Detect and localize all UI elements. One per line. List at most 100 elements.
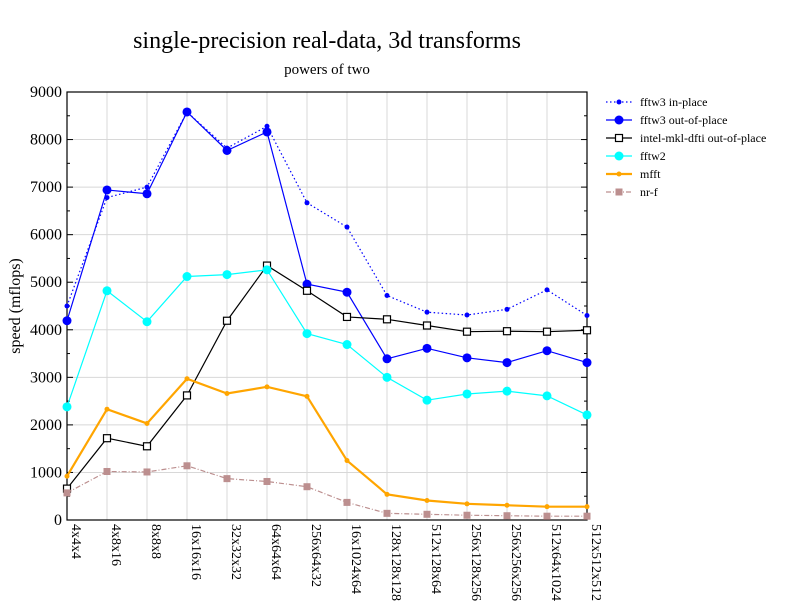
data-point xyxy=(262,265,272,275)
y-tick-label: 7000 xyxy=(30,179,62,196)
data-point xyxy=(544,287,550,293)
legend-label: fftw2 xyxy=(640,149,666,163)
legend-marker xyxy=(616,171,622,177)
data-point xyxy=(63,489,71,497)
data-point xyxy=(264,384,270,390)
data-point xyxy=(103,467,111,475)
data-point xyxy=(502,386,512,396)
data-point xyxy=(424,309,430,315)
legend-entry: intel-mkl-dfti out-of-place xyxy=(606,131,766,145)
legend-label: mfft xyxy=(640,167,661,181)
legend-entry: nr-f xyxy=(606,185,658,199)
data-point xyxy=(62,316,72,326)
chart-title: single-precision real-data, 3d transform… xyxy=(133,28,521,54)
x-tick-label: 4x4x4 xyxy=(68,524,83,559)
data-point xyxy=(222,270,232,280)
data-point xyxy=(64,473,70,479)
data-point xyxy=(342,287,352,297)
data-point xyxy=(542,391,552,401)
data-point xyxy=(104,406,110,412)
data-point xyxy=(544,504,550,510)
data-point xyxy=(504,502,510,508)
data-point xyxy=(183,462,191,470)
data-point xyxy=(502,327,512,336)
data-point xyxy=(102,185,112,195)
data-point xyxy=(102,434,112,443)
legend-entry: fftw3 in-place xyxy=(606,95,707,109)
legend-marker xyxy=(614,133,624,143)
data-point xyxy=(464,312,470,318)
data-point xyxy=(143,468,151,476)
data-point xyxy=(264,123,270,129)
data-point xyxy=(542,327,552,336)
x-tick-label: 8x8x8 xyxy=(148,524,163,559)
data-point xyxy=(343,498,351,506)
data-point xyxy=(302,279,312,289)
data-point xyxy=(342,340,352,350)
data-point xyxy=(422,395,432,405)
plot-frame xyxy=(66,91,588,521)
data-point xyxy=(543,512,551,520)
data-point xyxy=(462,353,472,363)
data-point xyxy=(504,306,510,312)
legend-label: fftw3 in-place xyxy=(640,95,707,109)
data-point xyxy=(462,327,472,336)
data-point xyxy=(582,326,592,335)
data-point xyxy=(304,393,310,399)
data-point xyxy=(224,391,230,397)
data-point xyxy=(462,389,472,399)
data-point xyxy=(304,200,310,206)
x-tick-label: 256x128x256 xyxy=(468,524,483,601)
data-point xyxy=(263,477,271,485)
x-tick-label: 128x128x128 xyxy=(388,524,403,601)
x-tick-label: 256x64x32 xyxy=(308,524,323,587)
data-point xyxy=(142,189,152,199)
legend-marker xyxy=(616,99,622,105)
series-line xyxy=(66,111,588,317)
series-line xyxy=(66,377,587,508)
data-point xyxy=(422,343,432,353)
data-point xyxy=(542,346,552,356)
series-fftw3-out-of-place xyxy=(62,107,592,368)
series-line xyxy=(66,110,588,364)
series-line xyxy=(66,269,588,416)
data-point xyxy=(104,195,110,201)
data-point xyxy=(142,317,152,327)
data-point xyxy=(584,313,590,319)
series-line xyxy=(66,264,588,489)
series-nr-f xyxy=(63,462,591,520)
data-point xyxy=(144,420,150,426)
data-point xyxy=(424,498,430,504)
data-point xyxy=(422,321,432,330)
legend-marker xyxy=(614,151,624,161)
y-tick-label: 2000 xyxy=(30,417,62,434)
data-point xyxy=(584,504,590,510)
data-point xyxy=(344,224,350,230)
y-tick-label: 4000 xyxy=(30,322,62,339)
data-point xyxy=(383,509,391,517)
series-line xyxy=(66,465,587,517)
data-point xyxy=(382,354,392,364)
data-point xyxy=(382,315,392,324)
legend-entry: mfft xyxy=(606,167,661,181)
x-tick-label: 64x64x64 xyxy=(268,524,283,580)
data-point xyxy=(302,286,312,295)
x-tick-label: 256x256x256 xyxy=(508,524,523,601)
data-point xyxy=(182,272,192,282)
legend-marker xyxy=(615,188,623,196)
data-point xyxy=(384,293,390,299)
data-point xyxy=(144,184,150,190)
legend-label: fftw3 out-of-place xyxy=(640,113,727,127)
data-point xyxy=(142,442,152,451)
data-point xyxy=(342,312,352,322)
legend-entry: fftw2 xyxy=(606,149,666,163)
y-tick-label: 0 xyxy=(54,512,62,529)
data-point xyxy=(102,286,112,296)
y-tick-label: 9000 xyxy=(30,84,62,101)
series-fftw3-in-place xyxy=(64,109,590,319)
data-point xyxy=(262,127,272,137)
y-tick-label: 5000 xyxy=(30,274,62,291)
data-point xyxy=(223,475,231,483)
series-fftw2 xyxy=(62,265,592,420)
